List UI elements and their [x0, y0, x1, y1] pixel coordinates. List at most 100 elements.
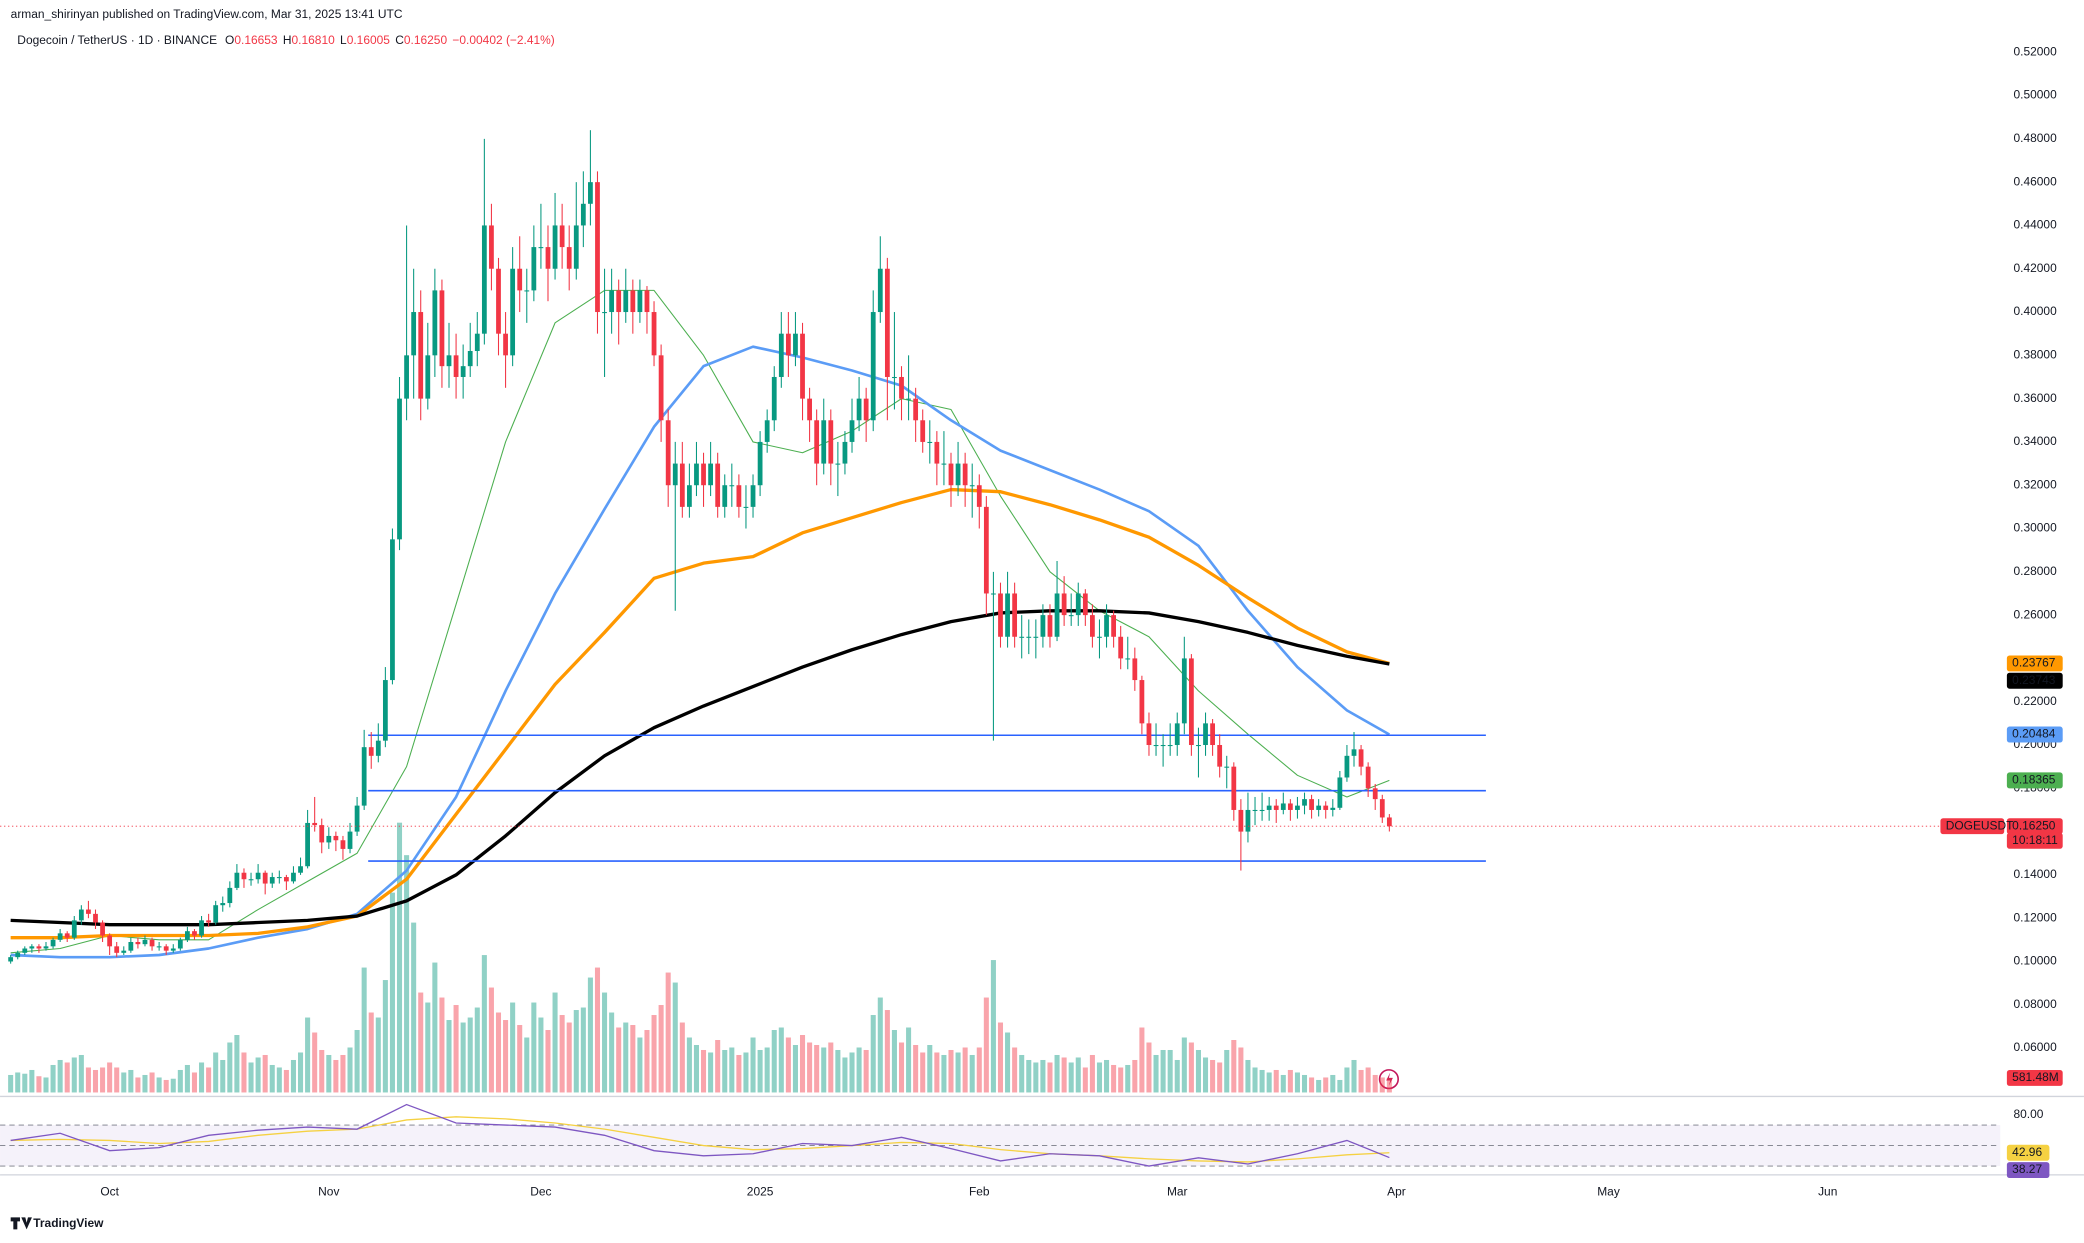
candle-body	[998, 593, 1003, 637]
symbol-legend: Dogecoin / TetherUS · 1D · BINANCE O0.166…	[17, 33, 554, 47]
candle-body	[1252, 809, 1258, 812]
candle-body	[114, 946, 120, 953]
candle-body	[312, 822, 318, 826]
volume-bar	[630, 1025, 636, 1093]
x-tick-label: Oct	[100, 1184, 119, 1198]
volume-bar	[85, 1067, 91, 1093]
volume-bar	[354, 1030, 360, 1093]
volume-bar	[1188, 1042, 1194, 1093]
volume-bar	[884, 1010, 890, 1093]
volume-bar	[679, 1022, 685, 1093]
x-tick-label: Apr	[1387, 1184, 1406, 1198]
volume-bar	[1287, 1069, 1293, 1093]
candle-body	[163, 946, 169, 951]
volume-bar	[545, 1030, 551, 1093]
volume-value-box-bg	[2006, 1069, 2063, 1086]
volume-bar	[934, 1052, 940, 1093]
candle-body	[1061, 593, 1067, 616]
volume-bar	[1301, 1074, 1308, 1093]
rsi-value-box-text: 42.96	[2012, 1145, 2042, 1159]
volume-bar	[736, 1054, 742, 1093]
candle-body	[411, 312, 417, 356]
candle-body	[1174, 723, 1180, 746]
volume-bar	[913, 1044, 919, 1093]
volume-bar	[347, 1047, 353, 1093]
candle-body	[531, 247, 537, 291]
candle-body	[1012, 593, 1018, 637]
candle-body	[326, 835, 332, 843]
volume-bar	[36, 1076, 42, 1093]
candle-body	[489, 225, 494, 269]
x-tick-label: 2025	[747, 1184, 774, 1198]
candle-body	[149, 939, 155, 947]
candle-body	[991, 593, 996, 595]
volume-bar	[814, 1044, 820, 1093]
volume-bar	[8, 1074, 14, 1093]
candle-body	[8, 957, 14, 962]
candle-body	[545, 247, 551, 269]
volume-bar	[672, 982, 678, 1093]
ma-value-box-text: 0.20484	[2012, 727, 2056, 741]
rsi-tick-label: 80.00	[2014, 1107, 2044, 1121]
volume-bar	[460, 1022, 466, 1093]
candle-body	[510, 268, 516, 356]
volume-bar	[863, 1049, 869, 1093]
volume-bar	[248, 1062, 254, 1093]
ma-value-box: 0.18365	[2006, 772, 2063, 789]
rsi-value-box-bg	[2006, 1144, 2050, 1161]
volume-bar	[220, 1059, 226, 1093]
last-price-box-bg	[2006, 818, 2063, 835]
volume-bar	[1125, 1064, 1131, 1093]
volume-bar	[495, 1012, 502, 1093]
volume-bar	[1047, 1062, 1053, 1093]
candle-body	[814, 420, 820, 464]
candle-body	[425, 355, 431, 399]
alert-bolt[interactable]	[1386, 1072, 1393, 1086]
volume-bar	[319, 1049, 325, 1093]
volume-bar	[1139, 1027, 1145, 1093]
candle-body	[1323, 805, 1329, 810]
y-tick-label: 0.30000	[2014, 521, 2058, 535]
volume-bar	[799, 1035, 806, 1093]
volume-bar	[361, 967, 367, 1093]
volume-bar	[637, 1037, 643, 1093]
volume-bar	[1344, 1067, 1350, 1093]
candle-body	[665, 420, 671, 486]
volume-bar	[870, 1015, 876, 1093]
volume-bar	[1231, 1040, 1237, 1093]
volume-bar	[15, 1072, 21, 1093]
ohlc-value: 0.16005	[347, 33, 391, 47]
volume-bar	[283, 1069, 289, 1093]
volume-bar	[163, 1079, 169, 1093]
volume-bar	[778, 1027, 784, 1093]
candle-body	[1287, 803, 1293, 810]
volume-bar	[1075, 1057, 1081, 1093]
volume-bar	[602, 992, 608, 1093]
volume-bar	[368, 1012, 374, 1093]
candle-body	[1217, 745, 1223, 767]
candle-body	[1167, 745, 1173, 747]
candle-body	[43, 946, 49, 949]
tradingview-logo: TradingView	[10, 1216, 104, 1230]
candle-body	[1386, 817, 1392, 827]
volume-bar	[22, 1073, 28, 1093]
volume-bar	[213, 1052, 219, 1093]
candle-body	[78, 909, 84, 921]
volume-bar	[503, 1020, 509, 1093]
candle-body	[333, 835, 339, 841]
candle-body	[1203, 723, 1208, 746]
volume-bar	[750, 1037, 756, 1093]
volume-bar	[948, 1049, 954, 1093]
volume-bar	[835, 1049, 841, 1093]
volume-bar	[234, 1035, 240, 1093]
volume-bar	[298, 1052, 304, 1093]
volume-bar	[1294, 1072, 1300, 1093]
candle-body	[573, 225, 579, 269]
alert-icon[interactable]	[1378, 1069, 1399, 1090]
volume-bar	[255, 1057, 261, 1093]
ma-value-box-bg	[2006, 772, 2063, 789]
volume-bar	[771, 1030, 777, 1093]
candle-body	[418, 312, 424, 399]
candle-body	[743, 506, 749, 508]
candle-body	[29, 946, 35, 949]
